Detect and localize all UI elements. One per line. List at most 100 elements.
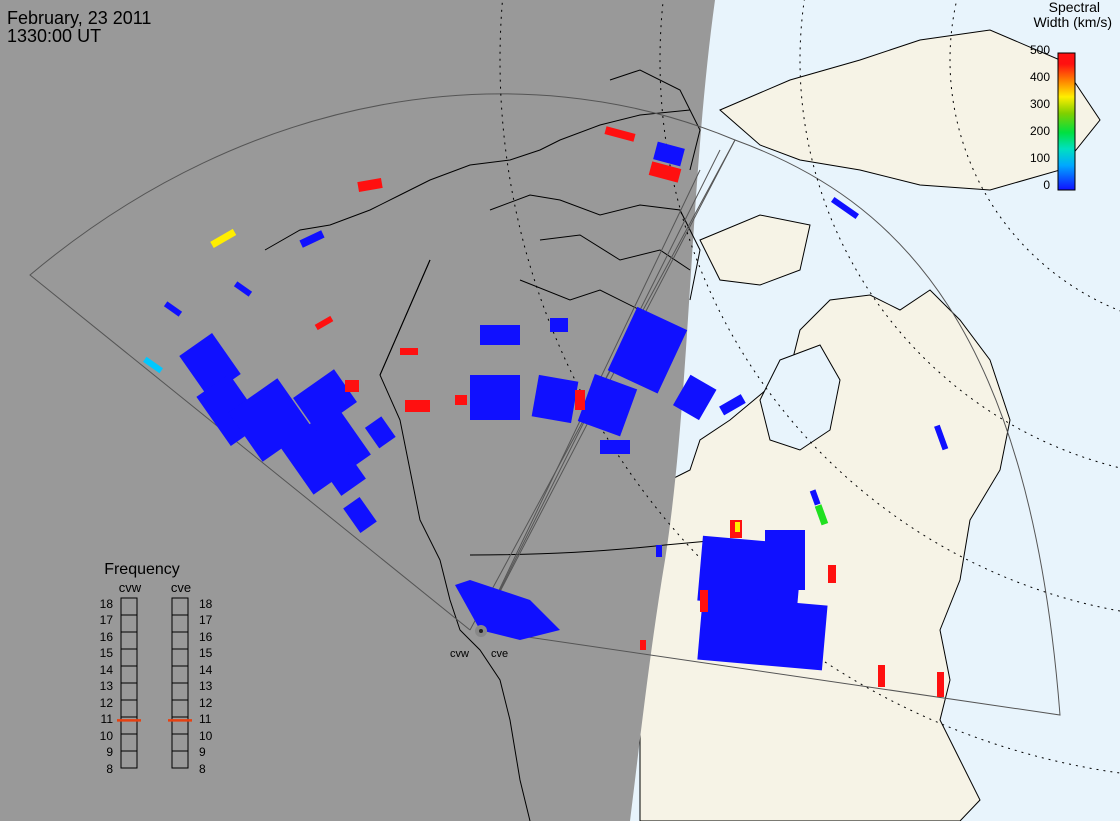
frequency-tick-left: 14	[100, 663, 114, 677]
frequency-tick-left: 12	[100, 696, 114, 710]
frequency-radar-cve: cve	[171, 580, 191, 595]
frequency-tick-right: 16	[199, 630, 213, 644]
backscatter-east	[455, 489, 944, 697]
scatter-cell	[765, 530, 805, 590]
frequency-tick-right: 9	[199, 745, 206, 759]
scatter-cell	[210, 228, 237, 248]
colorbar-tick: 100	[1030, 151, 1050, 165]
frequency-tick-right: 10	[199, 729, 213, 743]
frequency-tick-left: 9	[106, 745, 113, 759]
spectral-width-colorbar: Spectral Width (km/s) 500 400 300 200 10…	[1030, 0, 1112, 192]
scatter-cell	[299, 230, 325, 248]
colorbar-gradient	[1057, 52, 1076, 191]
greenland-land	[719, 29, 1101, 191]
scatter-cell	[830, 196, 860, 220]
scatter-cell	[531, 374, 579, 424]
arctic-islands-3	[519, 279, 641, 311]
scatter-cell	[577, 373, 638, 437]
scatter-cell	[364, 416, 396, 449]
frequency-tick-left: 11	[101, 712, 114, 726]
scatter-cell	[604, 126, 636, 142]
frequency-grid	[121, 597, 188, 769]
frequency-tick-right: 15	[199, 646, 213, 660]
radar-site-center	[479, 629, 483, 633]
frequency-tick-left: 16	[100, 630, 114, 644]
scatter-cell	[343, 496, 377, 534]
latitude-circle-50	[499, 0, 1120, 774]
frequency-title: Frequency	[104, 561, 180, 578]
header-time: 1330:00 UT	[7, 26, 102, 46]
scatter-cell	[809, 489, 821, 506]
radar-sites: cvw cve	[450, 625, 508, 660]
arctic-islands-2	[539, 234, 691, 271]
frequency-tick-left: 15	[100, 646, 114, 660]
frequency-tick-left: 17	[100, 613, 114, 627]
frequency-tick-left: 13	[100, 679, 114, 693]
ellesmere-coast	[609, 69, 701, 171]
scatter-cell	[279, 405, 371, 495]
scatter-cell	[735, 522, 740, 532]
frequency-tick-right: 13	[199, 679, 213, 693]
scatter-cell	[719, 394, 746, 416]
scatter-cell	[405, 400, 430, 412]
scatter-cell	[293, 369, 357, 431]
frequency-tick-right: 18	[199, 597, 213, 611]
colorbar-tick: 500	[1030, 43, 1050, 57]
scatter-cell	[345, 380, 359, 392]
colorbar-tick: 0	[1043, 178, 1050, 192]
backscatter-west	[143, 177, 396, 534]
scatter-cell	[828, 565, 836, 583]
scatter-cell	[470, 375, 520, 420]
scatter-cell	[455, 395, 467, 405]
colorbar-tick: 200	[1030, 124, 1050, 138]
scatter-cell	[937, 672, 944, 697]
scatter-cell	[600, 440, 630, 454]
latitude-grid	[499, 0, 1120, 774]
header-date: February, 23 2011	[7, 8, 152, 28]
scatter-cell	[878, 665, 885, 687]
scatter-cell	[934, 424, 949, 451]
alaska-canada-border	[379, 259, 431, 376]
scatter-cell	[324, 454, 366, 496]
north-america-east-land	[639, 289, 1011, 821]
scatter-cell	[455, 580, 560, 640]
radar-label-cve: cve	[491, 648, 508, 660]
frequency-tick-right: 12	[199, 696, 213, 710]
frequency-tick-right: 17	[199, 613, 213, 627]
radar-label-cvw: cvw	[450, 648, 469, 660]
frequency-tick-right: 14	[199, 663, 213, 677]
frequency-tick-left: 10	[100, 729, 114, 743]
colorbar-title-line1: Spectral	[1049, 0, 1100, 15]
scatter-cell	[575, 390, 585, 410]
baffin-south-land	[699, 214, 811, 286]
scatter-cell	[314, 315, 334, 331]
scatter-cell	[640, 640, 646, 650]
frequency-panel: Frequency cvw cve 18 17 16 15 14 13 12 1…	[100, 561, 213, 776]
cvw-field-of-view	[29, 93, 736, 631]
arctic-coast	[264, 109, 691, 251]
scatter-cell	[653, 141, 685, 167]
pacific-coast	[379, 259, 531, 821]
colorbar-title-line2: Width (km/s)	[1033, 14, 1112, 30]
scatter-cell	[648, 161, 682, 183]
coastlines	[264, 69, 701, 821]
scatter-cell	[607, 306, 688, 394]
scatter-cell	[480, 325, 520, 345]
scatter-cell	[400, 348, 418, 355]
scatter-cell	[673, 374, 717, 421]
scatter-cell	[814, 504, 829, 526]
scatter-cell	[143, 356, 163, 374]
backscatter-central	[400, 126, 949, 454]
frequency-tick-labels: 18 17 16 15 14 13 12 11 10 9 8 18 17 16 …	[100, 597, 213, 776]
scatter-cell	[697, 594, 828, 671]
scatter-cell	[357, 177, 383, 193]
land-masses	[639, 29, 1101, 821]
scatter-cell	[550, 318, 568, 332]
cve-field-of-view	[479, 139, 1061, 716]
colorbar-tick: 300	[1030, 97, 1050, 111]
frequency-radar-cvw: cvw	[119, 580, 142, 595]
latitude-circle-80	[949, 0, 1120, 312]
frequency-tick-left: 18	[100, 597, 114, 611]
scatter-cell	[233, 281, 253, 297]
